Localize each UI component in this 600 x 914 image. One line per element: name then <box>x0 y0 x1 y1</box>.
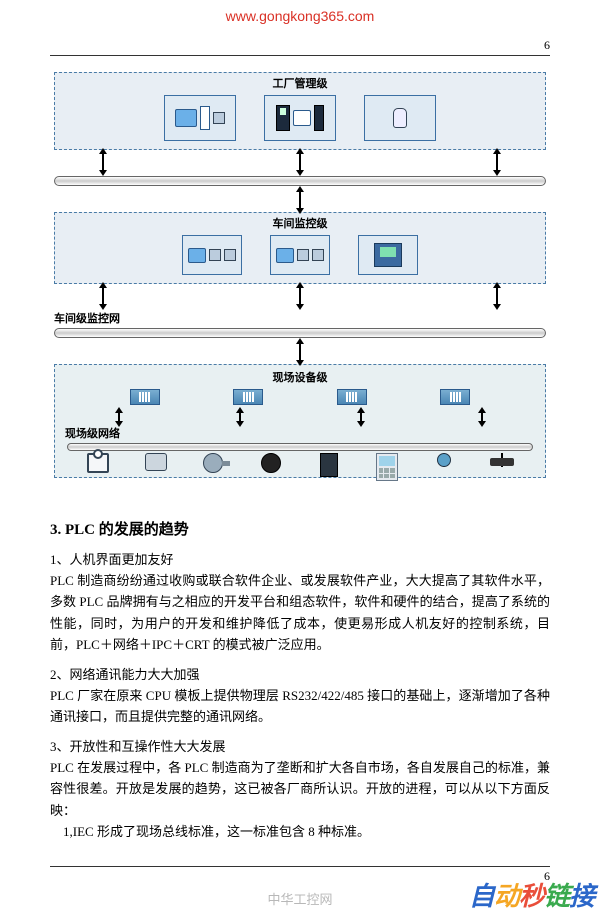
paragraph-3-title: 3、开放性和互操作性大大发展 <box>50 736 550 755</box>
header-url: www.gongkong365.com <box>0 0 600 28</box>
plc-row <box>63 389 537 409</box>
device-hmi <box>386 453 388 467</box>
layer1-title: 工厂管理级 <box>61 75 539 91</box>
network-hierarchy-diagram: 工厂管理级 车间监控级 <box>50 66 550 496</box>
layer3-title: 现场设备级 <box>63 369 537 385</box>
field-bus <box>67 443 533 451</box>
brand-char: 动 <box>494 881 519 911</box>
monitor-station-2 <box>270 235 330 275</box>
arrows-l2-bus <box>50 284 550 308</box>
arrows-plc-bus <box>63 409 537 425</box>
plc-icon <box>233 389 263 405</box>
layer2-title: 车间监控级 <box>61 215 539 231</box>
brand-char: 自 <box>469 881 494 911</box>
arrow-bus-l3 <box>295 342 305 362</box>
paragraph-3-sub: 1,IEC 形成了现场总线标准，这一标准包含 8 种标准。 <box>50 821 550 842</box>
workshop-bus <box>54 328 546 338</box>
paragraph-2-body: PLC 厂家在原来 CPU 模板上提供物理层 RS232/422/485 接口的… <box>50 685 550 728</box>
factory-management-layer: 工厂管理级 <box>54 72 546 150</box>
brand-char: 链 <box>544 881 569 911</box>
brand-char: 接 <box>569 881 594 911</box>
arrows-l1-bus <box>50 150 550 174</box>
paragraph-1-title: 1、人机界面更加友好 <box>50 549 550 568</box>
workshop-bus-label: 车间级监控网 <box>54 310 120 326</box>
workshop-bus-row: 车间级监控网 <box>54 310 546 326</box>
server-node <box>264 95 336 141</box>
field-bus-label: 现场级网络 <box>65 425 535 441</box>
arrow-bus-l2 <box>295 190 305 210</box>
section-title: 3. PLC 的发展的趋势 <box>50 518 550 539</box>
monitor-station-1 <box>182 235 242 275</box>
page-container: 6 工厂管理级 <box>0 28 600 914</box>
field-devices-row <box>63 453 537 467</box>
footer-brand-logo: 自动秒链接 <box>469 876 594 913</box>
factory-bus <box>54 176 546 186</box>
workshop-monitor-layer: 车间监控级 <box>54 212 546 284</box>
database-node <box>364 95 436 141</box>
page-number-top: 6 <box>50 38 550 56</box>
device-servo <box>270 453 272 467</box>
field-device-layer: 现场设备级 现场级网络 <box>54 364 546 478</box>
device-motor <box>155 453 157 467</box>
paragraph-1-body: PLC 制造商纷纷通过收购或联合软件企业、或发展软件产业，大大提高了其软件水平，… <box>50 570 550 656</box>
device-transmitter <box>443 453 445 467</box>
workstation-node <box>164 95 236 141</box>
device-sensor <box>501 453 503 467</box>
paragraph-2-title: 2、网络通讯能力大大加强 <box>50 664 550 683</box>
device-tank <box>97 453 99 467</box>
plc-icon <box>440 389 470 405</box>
device-vfd <box>328 453 330 467</box>
plc-icon <box>337 389 367 405</box>
device-pump <box>212 453 214 467</box>
paragraph-3-body: PLC 在发展过程中，各 PLC 制造商为了垄断和扩大各自市场，各自发展自己的标… <box>50 757 550 821</box>
plc-icon <box>130 389 160 405</box>
brand-char: 秒 <box>519 881 544 911</box>
hmi-panel-node <box>358 235 418 275</box>
watermark-text: 中华工控网 <box>267 889 332 908</box>
